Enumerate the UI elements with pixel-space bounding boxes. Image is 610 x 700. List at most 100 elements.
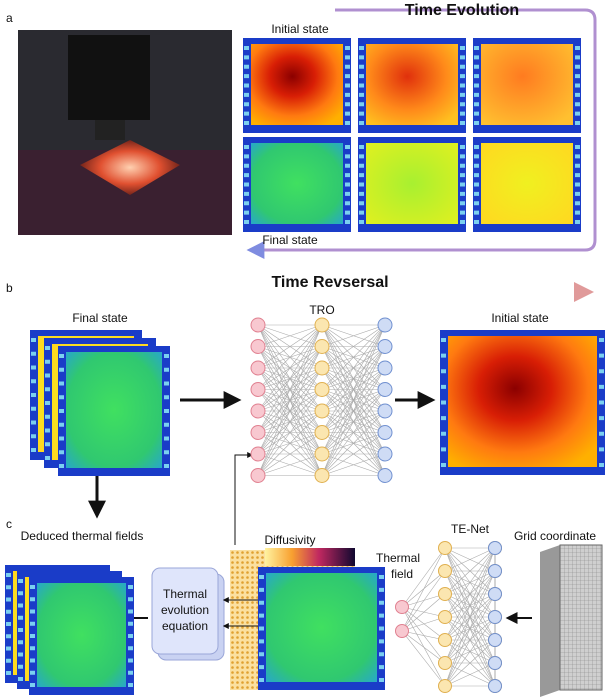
title: Time Revsersal	[271, 274, 388, 291]
pad	[6, 585, 11, 590]
pad	[359, 182, 364, 187]
edge	[401, 630, 446, 664]
pad	[345, 111, 350, 116]
pad	[474, 121, 479, 125]
pad	[259, 575, 264, 579]
pad	[30, 670, 35, 675]
pad	[359, 92, 364, 97]
pad	[244, 64, 249, 69]
node	[488, 679, 502, 693]
node	[250, 360, 266, 376]
pad	[45, 414, 50, 419]
pad	[575, 210, 580, 215]
pad	[6, 573, 11, 577]
pad	[460, 74, 465, 79]
edge	[444, 593, 496, 687]
pad	[244, 83, 249, 88]
edge	[401, 606, 446, 618]
evolution-arrow	[246, 8, 597, 259]
panel-label: b	[6, 281, 13, 295]
pad	[6, 634, 11, 639]
pad	[474, 64, 479, 69]
pad	[59, 395, 64, 400]
node	[438, 610, 452, 624]
title: Time Evolution	[405, 2, 519, 19]
edge	[321, 410, 386, 476]
edge	[321, 324, 386, 455]
pad	[244, 92, 249, 97]
heatmap	[66, 352, 162, 468]
pad	[359, 173, 364, 178]
pad	[474, 173, 479, 178]
heatmap	[37, 583, 126, 687]
pad	[259, 626, 264, 631]
pad	[474, 220, 479, 224]
pad	[244, 182, 249, 187]
pad	[18, 579, 23, 583]
edge	[257, 324, 323, 347]
node	[488, 610, 502, 624]
pad	[460, 201, 465, 206]
chip	[80, 140, 180, 195]
pad	[244, 121, 249, 125]
pad	[379, 665, 384, 670]
pad	[31, 434, 36, 439]
edge	[257, 324, 323, 390]
pad	[164, 422, 169, 427]
heatmap	[481, 44, 573, 125]
label: Final state	[72, 311, 128, 325]
pad	[441, 400, 446, 405]
pad	[359, 46, 364, 50]
pad	[460, 154, 465, 159]
pad	[59, 422, 64, 427]
pad	[599, 338, 604, 342]
pad	[575, 102, 580, 107]
node	[250, 446, 266, 462]
label: field	[391, 567, 413, 581]
pad	[164, 354, 169, 358]
pad	[6, 646, 11, 651]
pad	[359, 220, 364, 224]
pad	[575, 111, 580, 116]
pad	[474, 163, 479, 168]
edge	[257, 346, 323, 476]
pad	[45, 373, 50, 378]
heatmap	[251, 44, 343, 125]
heatmap	[448, 336, 597, 467]
pad	[18, 640, 23, 645]
pad	[599, 400, 604, 405]
edge	[444, 662, 496, 687]
pad	[345, 46, 350, 50]
edge	[321, 324, 386, 390]
pad	[359, 111, 364, 116]
label: Diffusivity	[264, 533, 315, 547]
pad	[259, 639, 264, 644]
pad	[128, 646, 133, 651]
pad	[345, 210, 350, 215]
pad	[18, 677, 23, 681]
pad	[575, 182, 580, 187]
pad	[474, 111, 479, 116]
edge	[321, 324, 386, 433]
pad	[359, 121, 364, 125]
edge	[401, 606, 446, 687]
label: Initial state	[491, 311, 549, 325]
label: TE-Net	[451, 522, 490, 536]
edge	[401, 630, 446, 687]
pad	[164, 367, 169, 372]
pad	[244, 55, 249, 60]
pad	[575, 64, 580, 69]
pad	[31, 365, 36, 370]
pad	[575, 191, 580, 196]
edge	[444, 547, 496, 664]
node	[314, 382, 330, 397]
pad	[345, 191, 350, 196]
edge	[444, 616, 496, 687]
node	[438, 587, 452, 601]
pad	[460, 173, 465, 178]
heatmap	[366, 143, 458, 224]
node	[438, 633, 452, 647]
node	[377, 425, 393, 440]
pad	[6, 597, 11, 602]
pad	[474, 201, 479, 206]
